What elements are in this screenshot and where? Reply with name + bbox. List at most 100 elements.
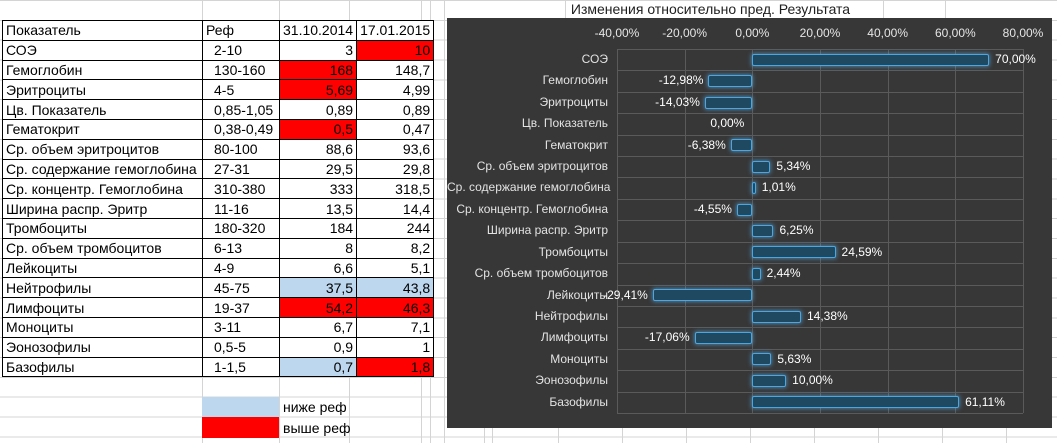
cell-ref-range[interactable]: 0,85-1,05 [202, 99, 280, 120]
cell-indicator[interactable]: Ср. объем эритроцитов [2, 138, 203, 160]
sheet-gridline [878, 428, 879, 443]
cell-ref-range[interactable]: 0,5-5 [202, 336, 280, 358]
cell-indicator[interactable]: Лимфоциты [2, 297, 203, 318]
x-axis-tick-label: 40,00% [867, 26, 908, 40]
chart-horizontal-gridline [617, 391, 1023, 393]
cell-value-2014[interactable]: 6,7 [278, 316, 358, 338]
cell-value-2014[interactable]: 88,6 [278, 138, 358, 160]
category-label: Цв. Показатель [521, 116, 608, 131]
cell-value-2014[interactable]: 13,5 [278, 198, 358, 219]
legend-above-ref-swatch[interactable] [202, 417, 279, 438]
data-label: 10,00% [792, 373, 833, 388]
cell-indicator[interactable]: Базофилы [2, 356, 203, 378]
cell-value-2014[interactable]: 8 [278, 237, 358, 259]
cell-ref-range[interactable]: 45-75 [202, 277, 280, 299]
cell-indicator[interactable]: Эонозофилы [2, 336, 203, 358]
cell-ref-range[interactable]: 3-11 [202, 316, 280, 338]
data-bar [652, 289, 753, 302]
cell-indicator[interactable]: Ср. концентр. Гемоглобина [2, 178, 203, 200]
chart-horizontal-gridline [617, 348, 1023, 350]
category-label: Ср. концентр. Гемоглобина [456, 201, 608, 216]
sheet-gridline [484, 428, 485, 443]
cell-value-2015[interactable]: 4,99 [356, 79, 435, 101]
cell-value-2014[interactable]: 184 [278, 217, 358, 239]
cell-value-2015[interactable]: 29,8 [356, 158, 435, 180]
cell-value-2014[interactable]: 29,5 [278, 158, 358, 180]
cell-ref-range[interactable]: 4-9 [202, 257, 280, 279]
chart-horizontal-gridline [617, 241, 1023, 243]
cell-indicator[interactable]: Нейтрофилы [2, 277, 203, 299]
legend-below-ref-swatch[interactable] [202, 397, 279, 417]
cell-value-2014[interactable]: 5,69 [278, 79, 358, 101]
sheet-gridline [565, 0, 566, 18]
cell-value-2015[interactable]: 46,3 [356, 297, 435, 318]
cell-value-2015[interactable]: 8,2 [356, 237, 435, 259]
cell-ref-range[interactable]: 19-37 [202, 297, 280, 318]
cell-value-2015[interactable]: 1,8 [356, 356, 435, 378]
header-indicator[interactable]: Показатель [2, 20, 203, 41]
cell-ref-range[interactable]: 11-16 [202, 198, 280, 219]
cell-value-2014[interactable]: 333 [278, 178, 358, 200]
table-row: Лейкоциты 4-9 6,6 5,1 [2, 257, 435, 279]
header-date-2015[interactable]: 17.01.2015 [356, 20, 435, 41]
legend-below-ref-label[interactable]: ниже реф [283, 399, 347, 415]
cell-indicator[interactable]: Эритроциты [2, 79, 203, 101]
cell-ref-range[interactable]: 80-100 [202, 138, 280, 160]
cell-ref-range[interactable]: 4-5 [202, 79, 280, 101]
cell-value-2014[interactable]: 37,5 [278, 277, 358, 299]
header-date-2014[interactable]: 31.10.2014 [278, 20, 358, 41]
category-label: СОЭ [581, 52, 608, 66]
cell-ref-range[interactable]: 1-1,5 [202, 356, 280, 378]
cell-value-2015[interactable]: 148,7 [356, 59, 435, 81]
cell-indicator[interactable]: Тромбоциты [2, 217, 203, 239]
category-label: Моноциты [550, 351, 608, 366]
data-bar [704, 96, 753, 109]
cell-indicator[interactable]: Ширина распр. Эритр [2, 198, 203, 219]
cell-indicator[interactable]: Ср. содержание гемоглобина [2, 158, 203, 180]
cell-indicator[interactable]: Гематокрит [2, 118, 203, 140]
data-bar [752, 246, 836, 259]
sheet-gridline [945, 0, 946, 18]
legend-above-ref-label[interactable]: выше реф [283, 420, 351, 436]
sheet-gridline [750, 428, 751, 443]
cell-value-2015[interactable]: 10 [356, 39, 435, 61]
cell-indicator[interactable]: Лейкоциты [2, 257, 203, 279]
cell-indicator[interactable]: Гемоглобин [2, 59, 203, 81]
cell-value-2014[interactable]: 168 [278, 59, 358, 81]
cell-value-2014[interactable]: 0,9 [278, 336, 358, 358]
cell-value-2015[interactable]: 1 [356, 336, 435, 358]
category-label: Лейкоциты [546, 287, 608, 302]
cell-indicator[interactable]: Цв. Показатель [2, 99, 203, 120]
cell-ref-range[interactable]: 6-13 [202, 237, 280, 259]
cell-indicator[interactable]: Моноциты [2, 316, 203, 338]
cell-value-2015[interactable]: 93,6 [356, 138, 435, 160]
cell-value-2015[interactable]: 244 [356, 217, 435, 239]
cell-value-2015[interactable]: 0,89 [356, 99, 435, 120]
cell-ref-range[interactable]: 130-160 [202, 59, 280, 81]
header-ref[interactable]: Реф [202, 20, 280, 41]
cell-value-2015[interactable]: 7,1 [356, 316, 435, 338]
cell-value-2014[interactable]: 0,7 [278, 356, 358, 378]
cell-value-2015[interactable]: 0,47 [356, 118, 435, 140]
cell-ref-range[interactable]: 0,38-0,49 [202, 118, 280, 140]
cell-indicator[interactable]: СОЭ [2, 39, 203, 61]
cell-value-2015[interactable]: 5,1 [356, 257, 435, 279]
cell-indicator[interactable]: Ср. объем тромбоцитов [2, 237, 203, 259]
cell-value-2014[interactable]: 0,5 [278, 118, 358, 140]
cell-ref-range[interactable]: 27-31 [202, 158, 280, 180]
cell-ref-range[interactable]: 180-320 [202, 217, 280, 239]
cell-value-2015[interactable]: 43,8 [356, 277, 435, 299]
cell-ref-range[interactable]: 2-10 [202, 39, 280, 61]
cell-ref-range[interactable]: 310-380 [202, 178, 280, 200]
sheet-gridline [444, 0, 445, 443]
cell-value-2015[interactable]: 318,5 [356, 178, 435, 200]
cell-value-2014[interactable]: 6,6 [278, 257, 358, 279]
cell-value-2014[interactable]: 3 [278, 39, 358, 61]
cell-value-2014[interactable]: 0,89 [278, 99, 358, 120]
cell-value-2015[interactable]: 14,4 [356, 198, 435, 219]
table-row: Цв. Показатель 0,85-1,05 0,89 0,89 [2, 99, 435, 120]
chart-horizontal-gridline [617, 156, 1023, 158]
cell-value-2014[interactable]: 54,2 [278, 297, 358, 318]
data-bar [752, 182, 756, 195]
data-bar [752, 225, 774, 237]
